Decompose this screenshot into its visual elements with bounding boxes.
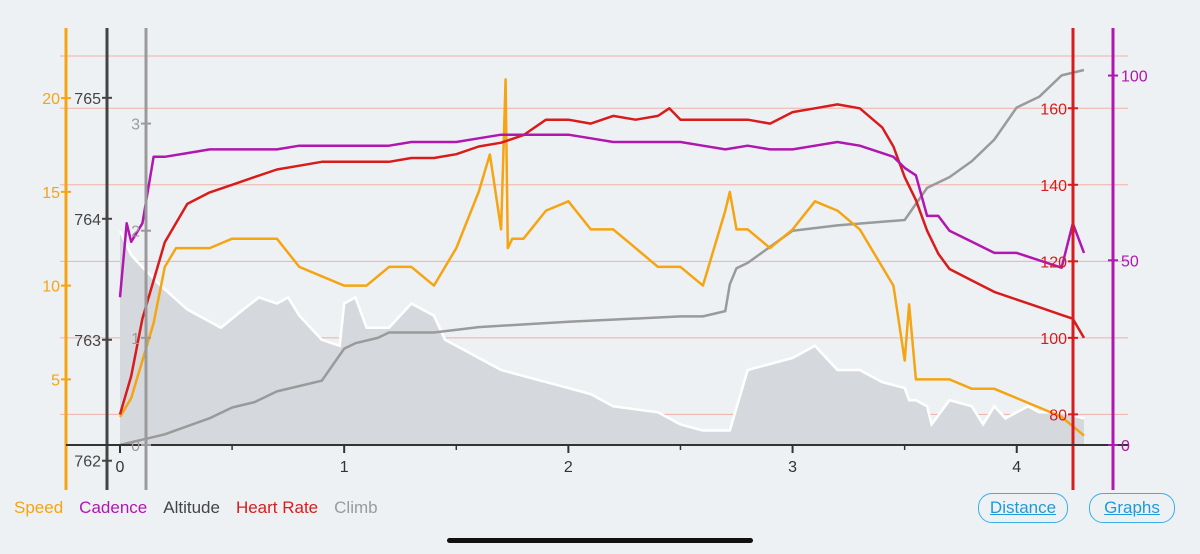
xtick-label-2: 2 — [564, 459, 573, 476]
series-cadence — [118, 133, 1086, 298]
tick-label-climb-0: 0 — [131, 438, 140, 455]
xtick-label-4: 4 — [1012, 459, 1021, 476]
tick-label-speed-15: 15 — [42, 185, 60, 202]
axes-layer — [61, 28, 1128, 490]
series-heart-rate — [118, 103, 1086, 415]
tick-label-climb-2: 2 — [131, 224, 140, 241]
tick-label-cadence-100: 100 — [1121, 69, 1148, 86]
tick-labels-layer: 5101520762763764765012380100120140160050… — [42, 69, 1148, 476]
xtick-label-3: 3 — [788, 459, 797, 476]
xtick-label-0: 0 — [116, 459, 125, 476]
altitude-area — [120, 230, 1084, 445]
tick-label-heart_rate-120: 120 — [1040, 254, 1067, 271]
tick-label-speed-5: 5 — [51, 372, 60, 389]
altitude-area-layer — [120, 230, 1084, 445]
legend-climb: Climb — [334, 498, 378, 517]
legend: Speed Cadence Altitude Heart Rate Climb — [14, 498, 378, 518]
distance-button[interactable]: Distance — [978, 493, 1068, 523]
xtick-label-1: 1 — [340, 459, 349, 476]
tick-label-speed-10: 10 — [42, 279, 60, 296]
tick-label-speed-20: 20 — [42, 91, 60, 108]
tick-label-cadence-0: 0 — [1121, 438, 1130, 455]
tick-label-altitude-763: 763 — [74, 333, 101, 350]
tick-label-heart_rate-160: 160 — [1040, 101, 1067, 118]
graphs-button[interactable]: Graphs — [1089, 493, 1175, 523]
tick-label-heart_rate-100: 100 — [1040, 331, 1067, 348]
tick-label-cadence-50: 50 — [1121, 253, 1139, 270]
chart: 5101520762763764765012380100120140160050… — [42, 28, 1148, 490]
tick-label-climb-1: 1 — [131, 331, 140, 348]
series-altitude — [118, 230, 1085, 432]
tick-label-heart_rate-80: 80 — [1049, 407, 1067, 424]
legend-heart-rate: Heart Rate — [235, 498, 319, 517]
tick-label-climb-3: 3 — [131, 117, 140, 134]
legend-cadence: Cadence — [79, 498, 148, 517]
home-indicator[interactable] — [447, 538, 753, 543]
tick-label-heart_rate-140: 140 — [1040, 178, 1067, 195]
legend-altitude: Altitude — [163, 498, 220, 517]
series-climb — [119, 68, 1085, 447]
series-layer — [118, 68, 1086, 447]
tick-label-altitude-762: 762 — [74, 454, 101, 471]
tick-label-altitude-764: 764 — [74, 212, 101, 229]
legend-speed: Speed — [14, 498, 64, 517]
series-speed — [118, 78, 1085, 437]
tick-label-altitude-765: 765 — [74, 91, 101, 108]
